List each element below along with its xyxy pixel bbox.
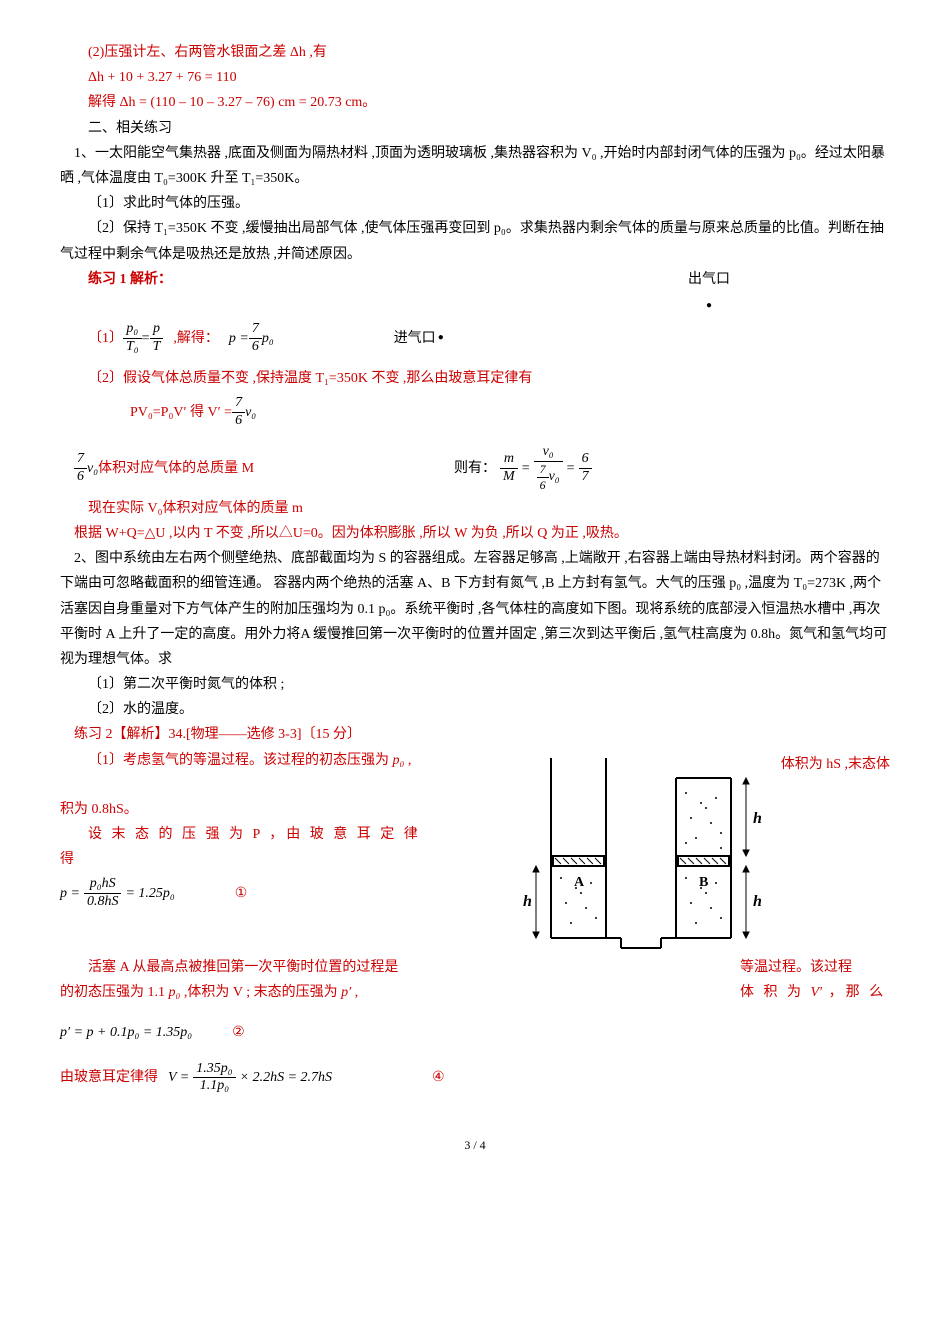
circ-4: ④	[432, 1065, 445, 1090]
ex1-sub1-mid: ,解得：	[173, 326, 219, 351]
v0-suffix: v₀	[245, 400, 256, 425]
exercise-1-solution: 练习 1 解析： 出气口 ● 〔1〕 p₀ T₀ = p T ,解得： p = …	[60, 267, 890, 546]
p2-line2: Δh + 10 + 3.27 + 76 = 110	[60, 65, 890, 90]
ex1-sub2: 〔2〕假设气体总质量不变 ,保持温度 T₁=350K 不变 ,那么由玻意耳定律有	[60, 366, 890, 391]
eq-V-left: V =	[168, 1065, 189, 1090]
label-B: B	[699, 875, 708, 890]
ex1-title: 练习 1 解析：	[60, 267, 172, 317]
ex1-sub1-pre: 〔1〕	[88, 326, 123, 351]
ex2-p3a: 活塞 A 从最高点被推回第一次平衡时位置的过程是	[60, 955, 480, 980]
p2-line1: (2)压强计左、右两管水银面之差 Δh ,有	[60, 40, 890, 65]
ex2-p3b: 等温过程。该过程	[740, 955, 852, 980]
frac-76: 7 6	[249, 321, 262, 356]
circ-2: ②	[232, 1020, 245, 1045]
exercise-2-solution: 练习 2【解析】34.[物理——选修 3-3]〔15 分〕 〔1〕考虑氢气的等温…	[60, 722, 890, 1095]
p0-suffix: p₀	[262, 326, 274, 351]
ex2-title: 练习 2【解析】34.[物理——选修 3-3]〔15 分〕	[60, 722, 890, 747]
outlet-icon: ●	[706, 300, 712, 311]
frac-76-2: 7 6	[232, 395, 245, 430]
eq-pprime: p′ = p + 0.1p₀ = 1.35p₀	[60, 1020, 192, 1045]
frac-v076v0: v₀ 76v₀	[534, 444, 563, 491]
section-2-title: 二、相关练习	[60, 116, 890, 141]
pv-eq: PV₀=P₀V′ 得 V′ =	[130, 400, 232, 425]
eq-p-res: = 1.25p₀	[125, 881, 174, 906]
q2-sub1: 〔1〕第二次平衡时氮气的体积 ;	[60, 672, 890, 697]
ex2-p3fg: 体 积 为 V′ ，那 么	[740, 980, 886, 1005]
ex2-p1c: 体积为 hS ,末态体	[781, 748, 890, 777]
diagram-container: A B h h h	[521, 748, 781, 977]
inlet-icon: ●	[438, 329, 444, 347]
conclusion-1: 根据 W+Q=△U ,以内 T 不变 ,所以△U=0。因为体积膨胀 ,所以 W …	[60, 521, 890, 546]
mass-m: 现在实际 V₀体积对应气体的质量 m	[60, 496, 890, 521]
ex2-p1: 〔1〕考虑氢气的等温过程。该过程的初态压强为 p₀ ,	[60, 748, 501, 773]
inlet-label: 进气口	[394, 326, 436, 351]
p2-line3: 解得 Δh = (110 – 10 – 3.27 – 76) cm = 20.7…	[60, 90, 890, 115]
q2-text: 2、图中系统由左右两个侧壁绝热、底部截面均为 S 的容器组成。左容器足够高 ,上…	[60, 546, 890, 672]
question-1: 1、一太阳能空气集热器 ,底面及侧面为隔热材料 ,顶面为透明玻璃板 ,集热器容积…	[60, 141, 890, 267]
apparatus-diagram: A B h h h	[521, 748, 781, 968]
label-h-right-top: h	[753, 810, 762, 827]
mass-M: 体积对应气体的总质量 M	[98, 456, 254, 481]
q1-sub2: 〔2〕保持 T₁=350K 不变 ,缓慢抽出局部气体 ,使气体压强再变回到 p₀…	[60, 216, 890, 266]
ex2-p3cd: 的初态压强为 1.1 p₀ ,体积为 V ; 末态的压强为 p′ ,	[60, 980, 480, 1005]
label-h-left: h	[523, 893, 532, 910]
eq-V-pre: 由玻意耳定律得	[60, 1065, 158, 1090]
label-A: A	[574, 875, 585, 890]
frac-p0T0: p₀ T₀	[123, 321, 142, 356]
answer-2: (2)压强计左、右两管水银面之差 Δh ,有 Δh + 10 + 3.27 + …	[60, 40, 890, 116]
then-have: 则有：	[454, 456, 496, 481]
frac-mM: m M	[500, 451, 518, 486]
q1-sub1: 〔1〕求此时气体的压强。	[60, 191, 890, 216]
outlet-label: 出气口	[688, 272, 730, 287]
q2-sub2: 〔2〕水的温度。	[60, 697, 890, 722]
frac-phs: p₀hS 0.8hS	[84, 876, 122, 911]
frac-76-3: 7 6	[74, 451, 87, 486]
eq-V-suf: × 2.2hS = 2.7hS	[240, 1065, 332, 1090]
question-2: 2、图中系统由左右两个侧壁绝热、底部截面均为 S 的容器组成。左容器足够高 ,上…	[60, 546, 890, 722]
v0-suffix-2: v₀	[87, 456, 98, 481]
q1-text: 1、一太阳能空气集热器 ,底面及侧面为隔热材料 ,顶面为透明玻璃板 ,集热器容积…	[60, 141, 890, 191]
page-number: 3 / 4	[60, 1135, 890, 1157]
circ-1: ①	[235, 881, 248, 906]
label-h-right-bot: h	[753, 893, 762, 910]
eq-p-left: p =	[60, 881, 80, 906]
frac-pT: p T	[150, 321, 164, 356]
frac-135-11: 1.35p₀ 1.1p₀	[193, 1061, 235, 1096]
ex2-p2: 设 末 态 的 压 强 为 P ，由 玻 意 耳 定 律 得	[60, 822, 440, 872]
p-eq: p =	[229, 326, 249, 351]
frac-67: 6 7	[579, 451, 592, 486]
